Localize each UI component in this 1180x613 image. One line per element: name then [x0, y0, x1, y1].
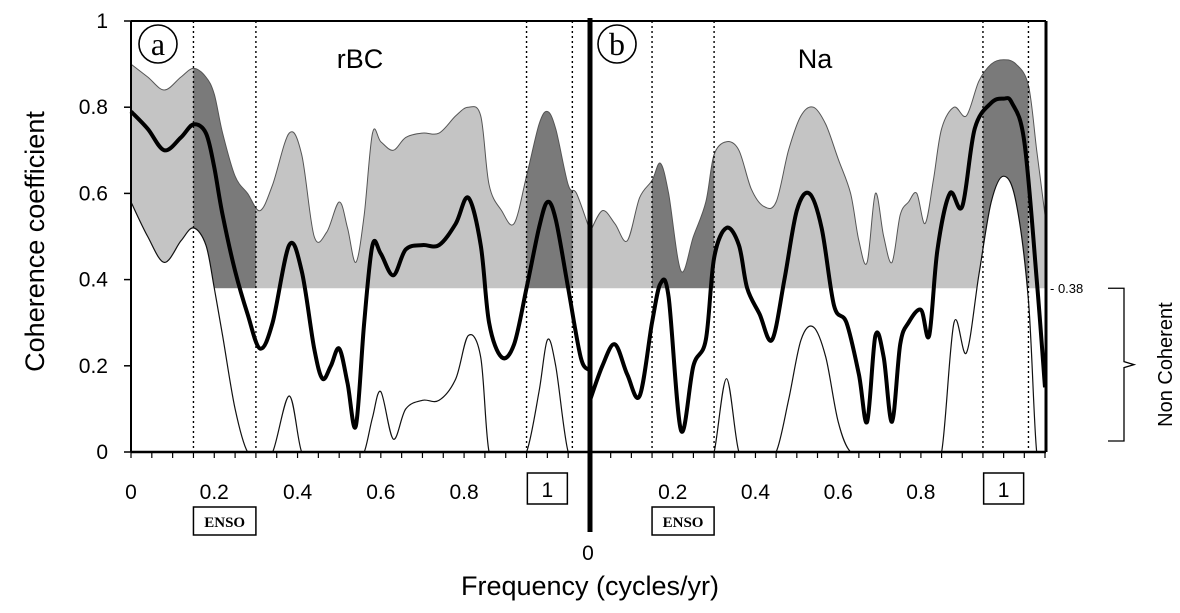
boxed-tick-label: 1 [998, 479, 1010, 502]
x-tick-label: 0 [125, 481, 137, 504]
x-tick-label: 0.4 [283, 481, 313, 504]
panel-a: 0 0.2 0.4 0.6 0.8 1 ENSO a rBC [125, 21, 591, 536]
panel-title: Na [798, 44, 833, 74]
panel-letter-circle [597, 24, 637, 64]
y-tick-label: 0.6 [79, 182, 108, 205]
x-tick-label: 0.2 [200, 481, 229, 504]
coherence-line-a [129, 110, 591, 430]
panel-title: rBC [337, 44, 384, 74]
highlight-group [652, 154, 715, 289]
enso-box [651, 506, 715, 536]
x-tick-label: 0.8 [906, 481, 935, 504]
x-tick-label: 0.4 [741, 481, 771, 504]
upper-bound-line-a [130, 63, 590, 263]
highlight-band-a-enso [193, 68, 256, 289]
enso-label: ENSO [204, 515, 245, 531]
panel-letter: a [151, 26, 165, 62]
x-tick-label: 0.2 [658, 481, 687, 504]
boxed-tick-frame [982, 472, 1025, 505]
boxed-tick-label: 1 [542, 479, 554, 502]
y-tick-label: 0.2 [79, 355, 108, 378]
x-tick-label-b-zero: 0 [582, 542, 594, 565]
y-tick-label: 0 [96, 441, 108, 464]
lower-bound-line-a [131, 201, 589, 452]
y-tick-label: 1 [96, 10, 108, 33]
coherence-line-b [588, 96, 1047, 434]
x-tick-label: 0.6 [824, 481, 853, 504]
y-tick-label: 0.4 [79, 269, 109, 292]
panel-letter: b [609, 26, 625, 62]
enso-box [192, 506, 257, 536]
lower-bound-line-b [590, 175, 1045, 452]
highlight-group [193, 68, 256, 289]
highlight-band-b-enso [652, 154, 715, 289]
panel-b: 0.2 0.4 0.6 0.8 1 ENSO b Na [588, 21, 1047, 536]
panel-letter-circle [138, 24, 178, 64]
non-coherent-bracket [1108, 287, 1137, 442]
upper-bound-line-b [589, 59, 1046, 273]
boxed-tick-frame [526, 472, 569, 505]
y-axis-label: Coherence coefficient [20, 111, 50, 372]
significance-label: - 0.38 [1050, 281, 1083, 296]
significance-annotation: - 0.38 Non Coherent [1050, 281, 1177, 442]
y-tick-label: 0.8 [79, 96, 108, 119]
axes: 000.20.40.60.81 [79, 10, 1048, 565]
x-tick-label: 0.8 [449, 481, 478, 504]
enso-label: ENSO [663, 515, 704, 531]
non-coherent-label: Non Coherent [1155, 302, 1177, 427]
x-tick-label: 0.6 [366, 481, 395, 504]
x-axis-label: Frequency (cycles/yr) [461, 571, 719, 601]
